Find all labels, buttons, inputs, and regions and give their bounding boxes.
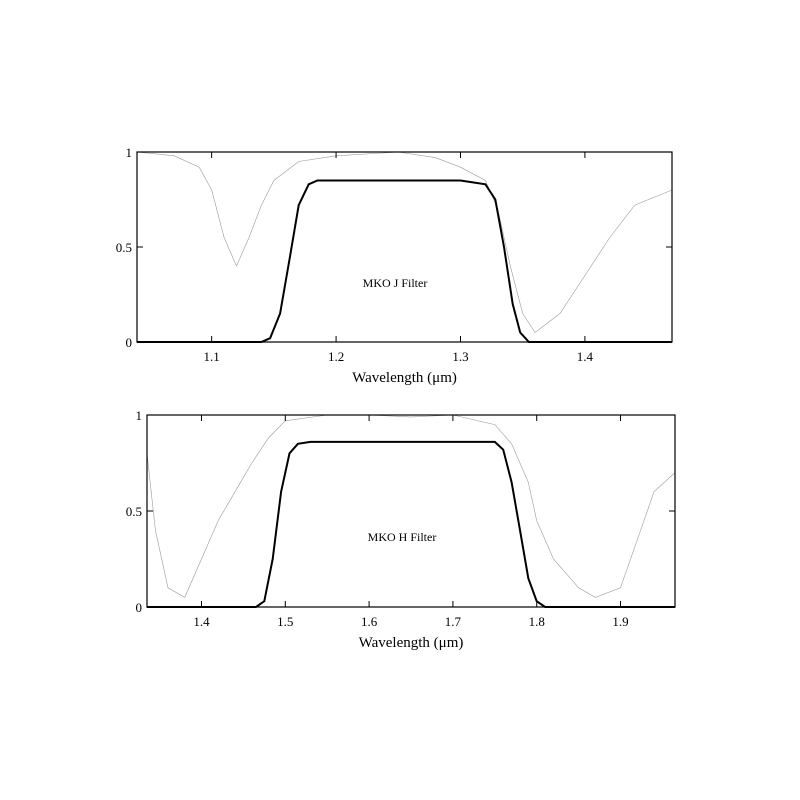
j-atmosphere-transmission-line — [136, 151, 673, 333]
j-x-tick-label: 1.1 — [204, 349, 220, 364]
h-filter-panel: 1.4 1.5 1.6 1.7 1.8 1.9 0 0.5 1 Wavelength (μm) MK… — [126, 408, 676, 651]
j-filter-transmission-line — [137, 179, 672, 343]
h-y-tick-label: 0 — [136, 600, 143, 615]
h-y-tick-label: 0.5 — [126, 504, 142, 519]
j-x-tick-label: 1.3 — [452, 349, 468, 364]
j-x-axis-label: Wavelength (μm) — [352, 370, 457, 386]
h-filter-annotation: MKO H Filter — [368, 530, 437, 544]
h-atmosphere-transmission-line — [146, 414, 676, 598]
j-filter-panel: 1.1 1.2 1.3 1.4 0 0.5 1 Wavelength (μm) MKO J Fi… — [116, 145, 673, 386]
j-y-tick-label: 0 — [126, 335, 133, 350]
h-x-tick-label: 1.9 — [612, 614, 628, 629]
h-y-tick-label: 1 — [136, 408, 143, 423]
h-x-axis-label: Wavelength (μm) — [359, 635, 464, 651]
h-x-tick-label: 1.4 — [193, 614, 210, 629]
j-x-tick-label: 1.2 — [328, 349, 344, 364]
j-y-tick-label: 1 — [126, 145, 133, 160]
j-x-tick-label: 1.4 — [577, 349, 594, 364]
h-x-tick-label: 1.7 — [445, 614, 462, 629]
h-filter-transmission-line — [147, 440, 675, 608]
h-x-tick-label: 1.8 — [529, 614, 545, 629]
j-filter-annotation: MKO J Filter — [363, 276, 428, 290]
h-x-tick-label: 1.5 — [277, 614, 293, 629]
h-plot-frame — [146, 414, 676, 608]
j-y-tick-label: 0.5 — [116, 240, 132, 255]
h-x-tick-label: 1.6 — [361, 614, 378, 629]
